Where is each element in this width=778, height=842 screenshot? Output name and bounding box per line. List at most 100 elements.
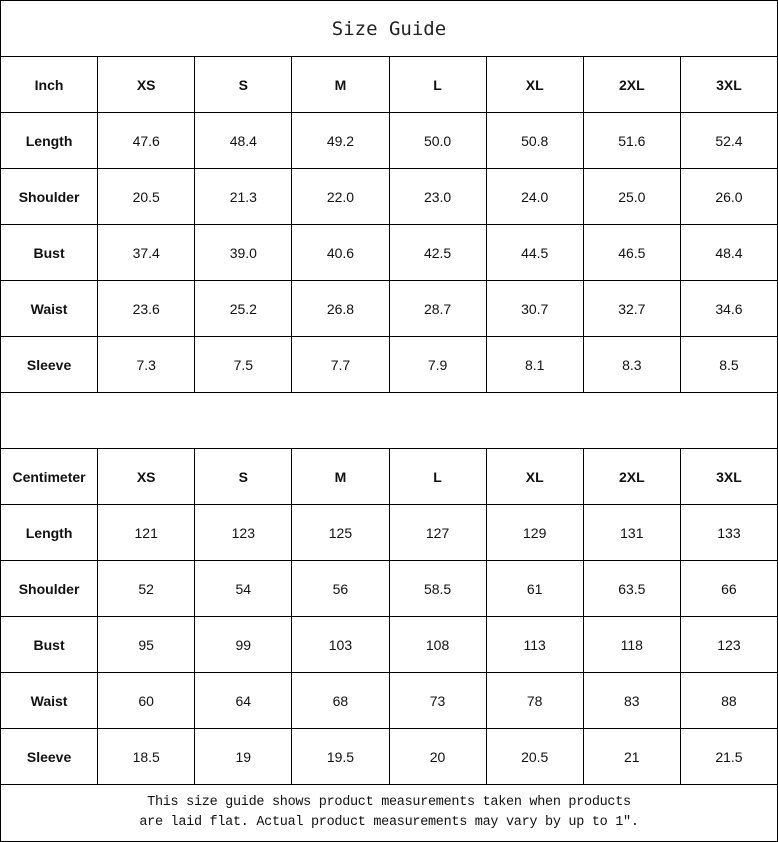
- measurement-cell: 52: [97, 560, 196, 617]
- measurement-cell: 108: [388, 616, 487, 673]
- measurement-cell: 18.5: [97, 728, 196, 785]
- table-row: Length 121 123 125 127 129 131 133: [0, 504, 778, 561]
- unit-header: Centimeter: [0, 448, 99, 505]
- measurement-cell: 24.0: [485, 168, 584, 225]
- table-row: Bust 37.4 39.0 40.6 42.5 44.5 46.5 48.4: [0, 224, 778, 281]
- measurement-cell: 83: [582, 672, 681, 729]
- size-header: XL: [485, 56, 584, 113]
- measurement-cell: 20: [388, 728, 487, 785]
- measurement-cell: 64: [194, 672, 293, 729]
- note-line-2: are laid flat. Actual product measuremen…: [139, 815, 639, 830]
- measurement-cell: 48.4: [679, 224, 778, 281]
- measurement-cell: 28.7: [388, 280, 487, 337]
- measurement-cell: 54: [194, 560, 293, 617]
- measurement-cell: 99: [194, 616, 293, 673]
- measurement-cell: 131: [582, 504, 681, 561]
- measurement-cell: 47.6: [97, 112, 196, 169]
- measurement-cell: 8.5: [679, 336, 778, 393]
- size-header: S: [194, 56, 293, 113]
- measurement-cell: 50.8: [485, 112, 584, 169]
- measurement-cell: 49.2: [291, 112, 390, 169]
- inch-size-table: Inch XS S M L XL 2XL 3XL Length 47.6 48.4 49.2 50.0 5…: [0, 56, 778, 393]
- table-row: Waist 60 64 68 73 78 83 88: [0, 672, 778, 729]
- row-label: Bust: [0, 224, 99, 281]
- measurement-cell: 21: [582, 728, 681, 785]
- size-header: M: [291, 56, 390, 113]
- measurement-cell: 39.0: [194, 224, 293, 281]
- table-row: Shoulder 52 54 56 58.5 61 63.5 66: [0, 560, 778, 617]
- size-header: 3XL: [679, 448, 778, 505]
- table-row: Length 47.6 48.4 49.2 50.0 50.8 51.6 52.4: [0, 112, 778, 169]
- measurement-cell: 58.5: [388, 560, 487, 617]
- row-label: Shoulder: [0, 560, 99, 617]
- measurement-cell: 25.0: [582, 168, 681, 225]
- measurement-cell: 48.4: [194, 112, 293, 169]
- table-spacer: [0, 392, 778, 449]
- note-line-1: This size guide shows product measuremen…: [147, 795, 631, 810]
- size-header: 2XL: [582, 448, 681, 505]
- measurement-cell: 60: [97, 672, 196, 729]
- measurement-cell: 23.6: [97, 280, 196, 337]
- measurement-cell: 30.7: [485, 280, 584, 337]
- table-row: Sleeve 18.5 19 19.5 20 20.5 21 21.5: [0, 728, 778, 785]
- measurement-cell: 78: [485, 672, 584, 729]
- size-header: L: [388, 448, 487, 505]
- measurement-cell: 50.0: [388, 112, 487, 169]
- measurement-cell: 23.0: [388, 168, 487, 225]
- measurement-cell: 7.3: [97, 336, 196, 393]
- measurement-cell: 52.4: [679, 112, 778, 169]
- measurement-cell: 129: [485, 504, 584, 561]
- measurement-cell: 125: [291, 504, 390, 561]
- size-header: XL: [485, 448, 584, 505]
- measurement-cell: 25.2: [194, 280, 293, 337]
- row-label: Waist: [0, 280, 99, 337]
- table-row: Waist 23.6 25.2 26.8 28.7 30.7 32.7 34.6: [0, 280, 778, 337]
- measurement-cell: 113: [485, 616, 584, 673]
- measurement-cell: 7.7: [291, 336, 390, 393]
- measurement-cell: 123: [679, 616, 778, 673]
- measurement-cell: 22.0: [291, 168, 390, 225]
- measurement-cell: 73: [388, 672, 487, 729]
- measurement-cell: 61: [485, 560, 584, 617]
- header-row: Inch XS S M L XL 2XL 3XL: [0, 56, 778, 113]
- measurement-cell: 56: [291, 560, 390, 617]
- header-row: Centimeter XS S M L XL 2XL 3XL: [0, 448, 778, 505]
- measurement-cell: 19: [194, 728, 293, 785]
- measurement-cell: 95: [97, 616, 196, 673]
- size-header: XS: [97, 448, 196, 505]
- measurement-cell: 8.1: [485, 336, 584, 393]
- measurement-cell: 8.3: [582, 336, 681, 393]
- measurement-cell: 46.5: [582, 224, 681, 281]
- size-header: 3XL: [679, 56, 778, 113]
- measurement-cell: 51.6: [582, 112, 681, 169]
- size-header: 2XL: [582, 56, 681, 113]
- measurement-note: This size guide shows product measuremen…: [0, 784, 778, 842]
- measurement-cell: 19.5: [291, 728, 390, 785]
- measurement-cell: 26.8: [291, 280, 390, 337]
- measurement-cell: 66: [679, 560, 778, 617]
- row-label: Bust: [0, 616, 99, 673]
- row-label: Length: [0, 504, 99, 561]
- table-row: Sleeve 7.3 7.5 7.7 7.9 8.1 8.3 8.5: [0, 336, 778, 393]
- measurement-cell: 34.6: [679, 280, 778, 337]
- measurement-cell: 133: [679, 504, 778, 561]
- measurement-cell: 20.5: [485, 728, 584, 785]
- measurement-cell: 103: [291, 616, 390, 673]
- table-row: Bust 95 99 103 108 113 118 123: [0, 616, 778, 673]
- page-title: Size Guide: [0, 0, 778, 57]
- measurement-cell: 21.5: [679, 728, 778, 785]
- measurement-cell: 68: [291, 672, 390, 729]
- measurement-cell: 37.4: [97, 224, 196, 281]
- row-label: Shoulder: [0, 168, 99, 225]
- measurement-cell: 7.9: [388, 336, 487, 393]
- row-label: Sleeve: [0, 336, 99, 393]
- row-label: Sleeve: [0, 728, 99, 785]
- measurement-cell: 7.5: [194, 336, 293, 393]
- size-header: S: [194, 448, 293, 505]
- measurement-cell: 127: [388, 504, 487, 561]
- size-header: XS: [97, 56, 196, 113]
- measurement-cell: 123: [194, 504, 293, 561]
- size-header: L: [388, 56, 487, 113]
- measurement-cell: 118: [582, 616, 681, 673]
